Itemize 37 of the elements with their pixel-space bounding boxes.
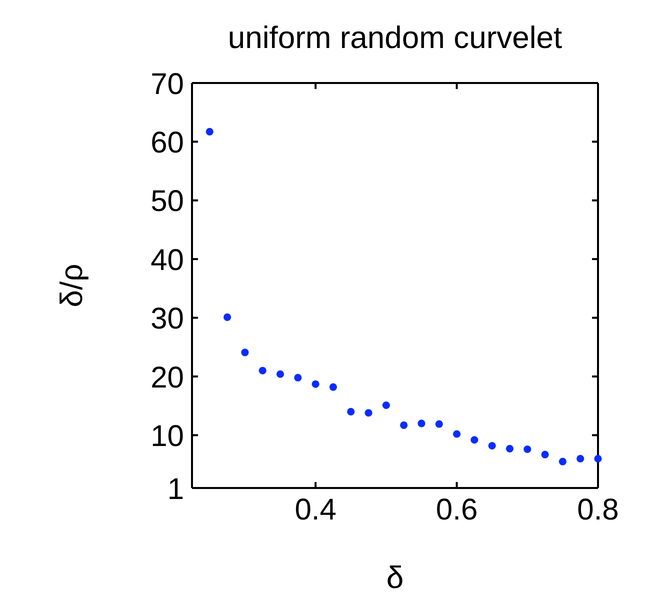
y-tick-label: 30 [150, 302, 184, 336]
x-axis-title: δ [386, 560, 404, 595]
point [329, 383, 337, 391]
point [241, 348, 249, 356]
y-axis-title: δ/ρ [54, 264, 89, 308]
point [364, 409, 372, 417]
point [524, 445, 532, 454]
point [435, 420, 443, 428]
point [576, 454, 584, 462]
point [541, 450, 549, 458]
point [400, 421, 408, 429]
y-tick-label: 40 [150, 244, 184, 277]
point [558, 458, 566, 466]
point [276, 370, 284, 378]
x-tick-label: 0.8 [577, 493, 619, 526]
x-tick-label: 0.4 [294, 493, 336, 526]
point [206, 128, 214, 136]
y-tick-label: 10 [150, 420, 184, 453]
y-tick-label: 20 [150, 361, 184, 394]
point [312, 380, 320, 388]
chart-title: uniform random curvelet [228, 20, 563, 55]
point [453, 430, 461, 438]
point [488, 442, 496, 450]
y-tick-label: 50 [150, 185, 184, 218]
point [294, 374, 302, 382]
y-tick-label: 60 [150, 126, 184, 160]
point [224, 313, 232, 321]
point [382, 401, 390, 410]
point [418, 420, 426, 428]
point [506, 444, 514, 452]
point [470, 436, 478, 444]
x-tick-label: 0.6 [436, 493, 478, 526]
point [594, 454, 602, 462]
y-tick-label: 1 [167, 472, 184, 506]
point [347, 408, 355, 416]
point [258, 366, 266, 374]
y-tick-label: 70 [150, 68, 184, 101]
